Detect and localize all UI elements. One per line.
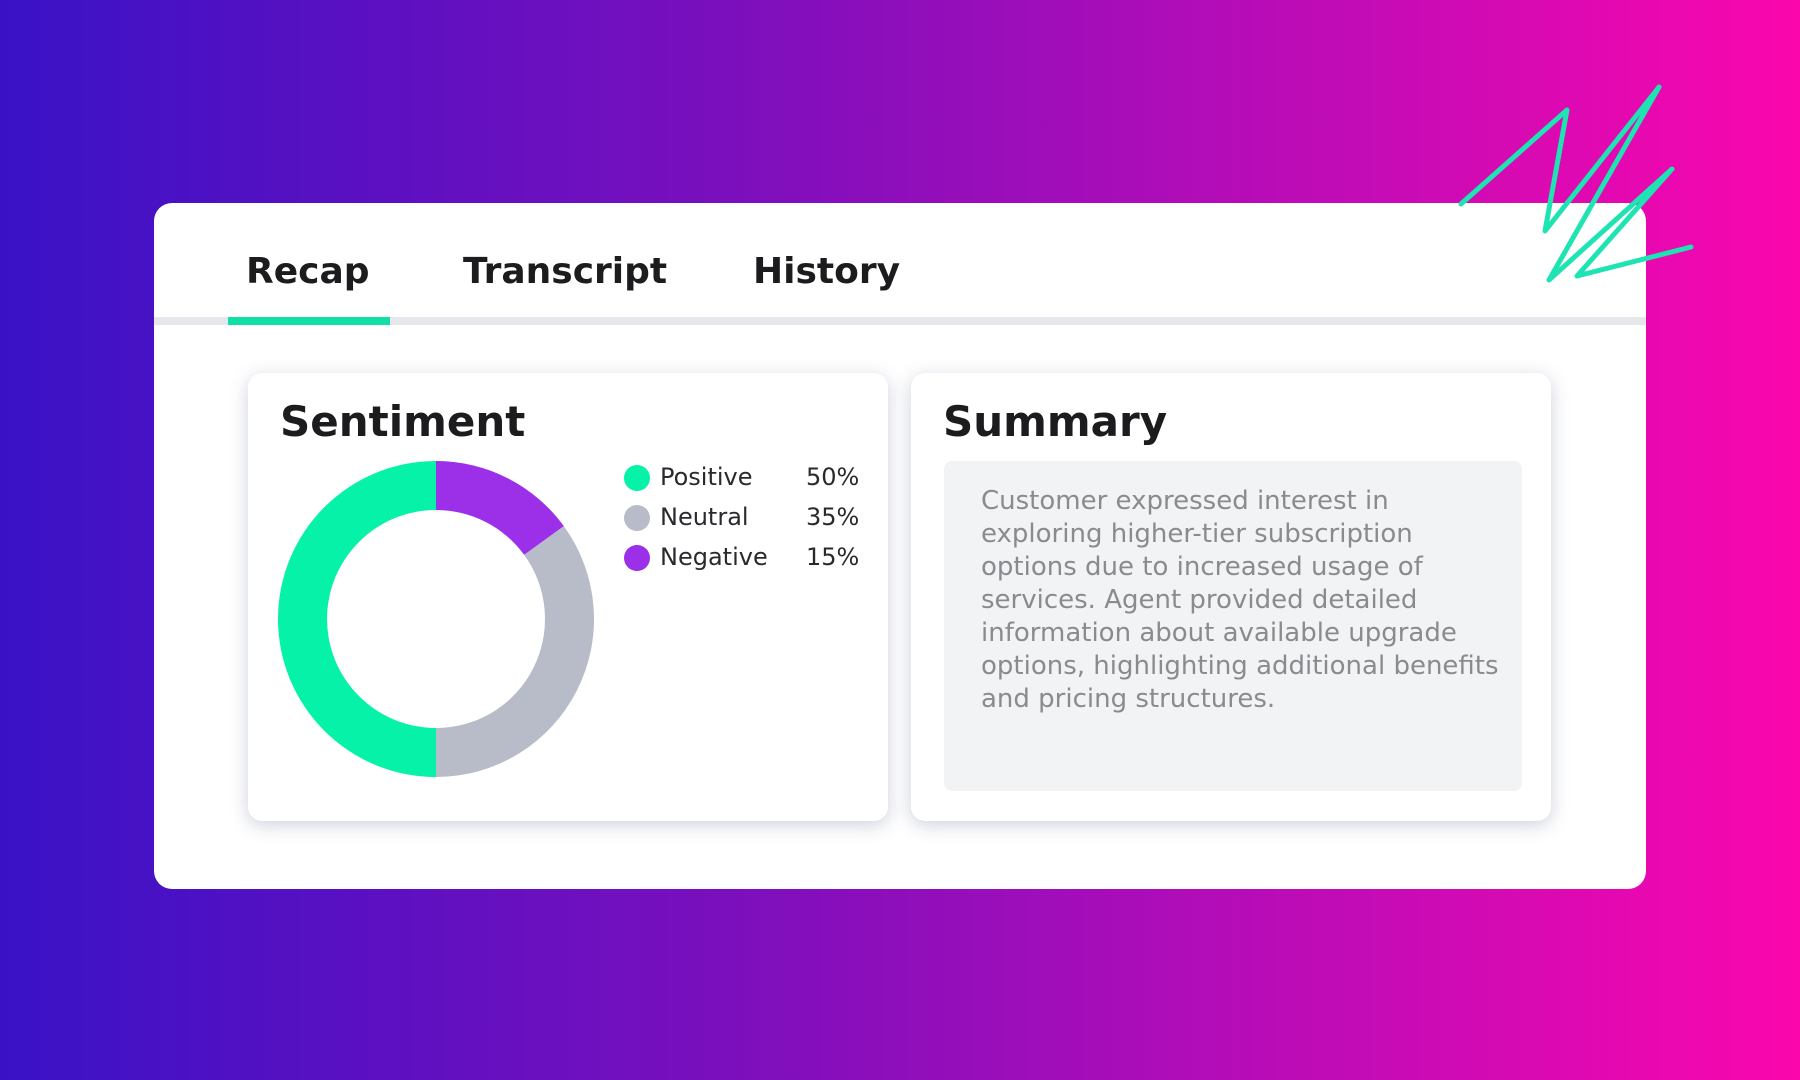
sentiment-legend: Positive 50% Neutral 35% Negative 15% [624, 459, 874, 579]
tab-transcript[interactable]: Transcript [463, 251, 668, 292]
donut-slice-positive [278, 461, 436, 777]
sentiment-donut-chart [278, 461, 594, 777]
active-tab-indicator [228, 317, 390, 325]
summary-panel: Summary Customer expressed interest in e… [911, 373, 1551, 821]
sentiment-panel: Sentiment Positive 50% Neutral 35% Negat… [248, 373, 888, 821]
donut-slice-neutral [436, 526, 594, 777]
tab-divider [154, 317, 1646, 325]
legend-label-negative: Negative [660, 543, 768, 571]
summary-title: Summary [943, 397, 1168, 446]
legend-label-positive: Positive [660, 463, 753, 491]
legend-percent-positive: 50% [806, 463, 860, 491]
tab-bar: Recap Transcript History [154, 203, 1646, 325]
legend-label-neutral: Neutral [660, 503, 749, 531]
recap-card: Recap Transcript History Sentiment Posit… [154, 203, 1646, 889]
sentiment-title: Sentiment [280, 397, 526, 446]
tab-recap[interactable]: Recap [246, 251, 370, 292]
legend-item-neutral: Neutral 35% [624, 499, 874, 539]
legend-dot-neutral [624, 505, 650, 531]
summary-box: Customer expressed interest in exploring… [944, 461, 1522, 791]
legend-dot-positive [624, 465, 650, 491]
legend-percent-negative: 15% [806, 543, 860, 571]
legend-item-positive: Positive 50% [624, 459, 874, 499]
legend-percent-neutral: 35% [806, 503, 860, 531]
summary-text: Customer expressed interest in exploring… [981, 486, 1499, 714]
squiggle-decoration [1458, 84, 1694, 283]
tab-history[interactable]: History [753, 251, 901, 292]
donut-slice-negative [436, 461, 564, 555]
legend-dot-negative [624, 545, 650, 571]
legend-item-negative: Negative 15% [624, 539, 874, 579]
